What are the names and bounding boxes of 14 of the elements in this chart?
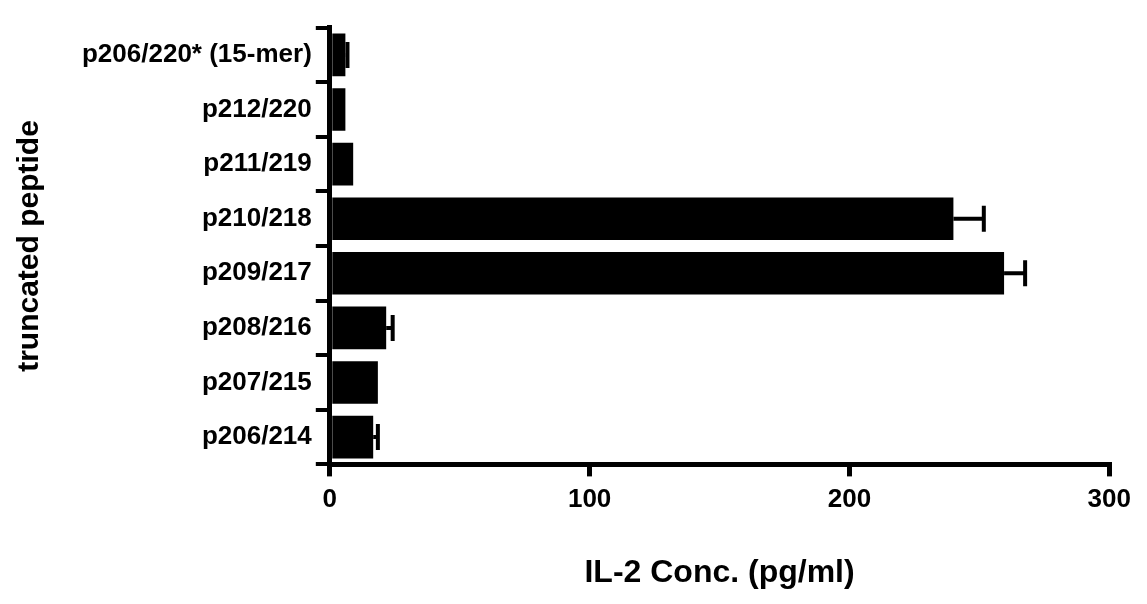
x-tick-label: 200	[827, 483, 872, 514]
y-tick-label: p208/216	[201, 311, 312, 342]
y-tick-label: p206/214	[201, 420, 313, 451]
x-tick-label: 100	[567, 483, 612, 514]
y-tick-label: p211/219	[203, 147, 312, 178]
y-tick-label: p206/220* (15-mer)	[81, 38, 312, 69]
x-tick-label: 300	[1087, 483, 1132, 514]
y-tick-label: p207/215	[201, 365, 312, 396]
x-axis-title: IL-2 Conc. (pg/ml)	[584, 552, 855, 589]
y-axis-title: truncated peptide	[11, 120, 45, 372]
y-tick-label: p209/217	[201, 256, 312, 287]
x-tick-label: 0	[322, 483, 338, 514]
y-tick-label: p212/220	[201, 92, 312, 123]
y-tick-label: p210/218	[201, 201, 312, 232]
